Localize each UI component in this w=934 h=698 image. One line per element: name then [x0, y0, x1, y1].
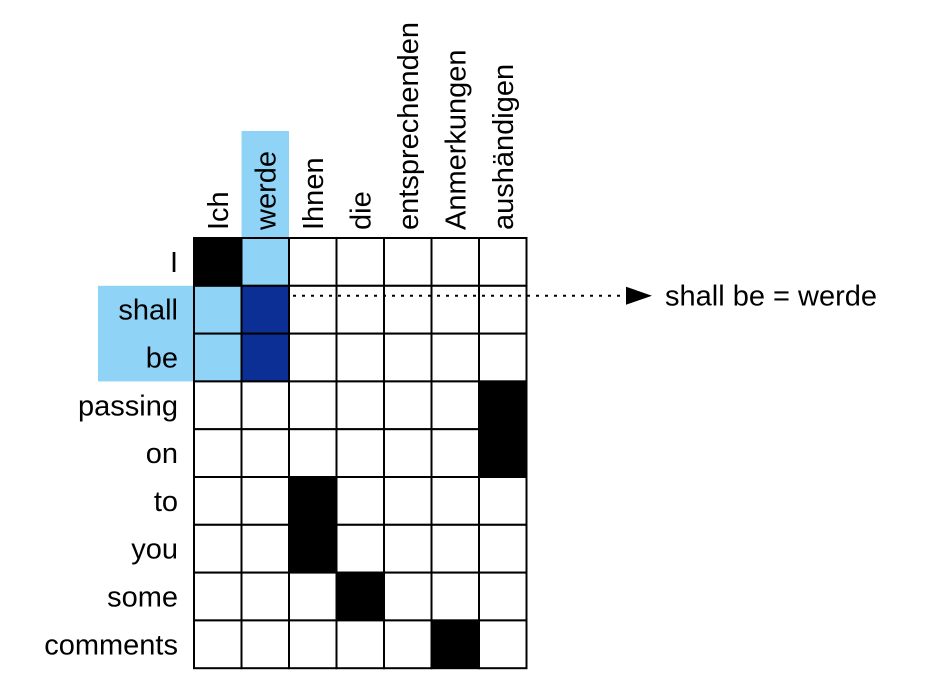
alignment-cell [193, 476, 243, 526]
alignment-cell [335, 619, 385, 670]
alignment-cell [335, 332, 385, 383]
alignment-cell [240, 476, 290, 526]
alignment-cell [478, 523, 528, 574]
alignment-cell [240, 428, 290, 479]
alignment-cell [240, 619, 290, 670]
alignment-cell [335, 476, 385, 526]
source-word-label: shall [118, 295, 178, 327]
alignment-cell [240, 523, 290, 574]
alignment-cell [383, 332, 433, 383]
alignment-cell [335, 237, 385, 287]
alignment-cell-filled [478, 428, 528, 479]
source-word-label: some [107, 582, 178, 614]
target-word-label: entsprechenden [393, 22, 425, 230]
alignment-cell [193, 619, 243, 670]
alignment-cell [430, 284, 480, 335]
alignment-cell [478, 476, 528, 526]
alignment-cell [383, 237, 433, 287]
source-word-label: on [146, 438, 178, 470]
alignment-cell [478, 571, 528, 622]
alignment-cell [335, 428, 385, 479]
alignment-cell [193, 428, 243, 479]
alignment-cell [288, 284, 338, 335]
target-word-label: Ihnen [298, 157, 330, 230]
alignment-cell-filled [193, 237, 243, 287]
source-word-label: to [154, 486, 178, 518]
alignment-cell [478, 237, 528, 287]
alignment-cell [193, 380, 243, 431]
target-word-label: die [345, 191, 377, 230]
alignment-cell [335, 284, 385, 335]
alignment-matrix [193, 237, 528, 670]
alignment-cell [288, 380, 338, 431]
alignment-cell [383, 619, 433, 670]
alignment-cell-filled [288, 523, 338, 574]
source-word-label: passing [78, 390, 178, 422]
alignment-cell-filled [240, 284, 290, 335]
alignment-cell [193, 523, 243, 574]
alignment-cell [430, 380, 480, 431]
alignment-cell [240, 380, 290, 431]
alignment-cell [383, 571, 433, 622]
target-word-labels: Ich werde Ihnen die entsprechenden Anmerkunge… [203, 22, 520, 231]
alignment-cell [288, 332, 338, 383]
alignment-cell-filled [478, 380, 528, 431]
alignment-cell [288, 428, 338, 479]
column-highlight [241, 131, 289, 238]
alignment-cell [335, 523, 385, 574]
alignment-cell [430, 476, 480, 526]
arrow-head-icon [626, 286, 652, 305]
alignment-cell [430, 332, 480, 383]
alignment-cell [430, 237, 480, 287]
target-word-label: aushändigen [488, 64, 520, 230]
target-word-label: werde [250, 151, 282, 231]
row-highlight [98, 285, 194, 382]
alignment-annotation: shall be = werde [293, 281, 877, 313]
source-word-label: I [170, 247, 178, 279]
alignment-cell [383, 284, 433, 335]
alignment-cell [288, 237, 338, 287]
alignment-cell-filled [193, 284, 243, 335]
highlight-layer [98, 131, 289, 382]
target-word-label: Anmerkungen [440, 49, 472, 230]
alignment-cell [335, 380, 385, 431]
alignment-cell [430, 571, 480, 622]
alignment-cell-filled [288, 476, 338, 526]
source-word-label: be [146, 343, 178, 375]
alignment-cell [430, 523, 480, 574]
alignment-cell-filled [193, 332, 243, 383]
alignment-cell [288, 571, 338, 622]
alignment-cell [383, 428, 433, 479]
alignment-cell [383, 380, 433, 431]
source-word-label: you [131, 534, 178, 566]
alignment-cell [240, 571, 290, 622]
alignment-cell [478, 284, 528, 335]
annotation-label: shall be = werde [665, 281, 877, 313]
alignment-cell [288, 619, 338, 670]
alignment-cell [193, 571, 243, 622]
alignment-cell [478, 619, 528, 670]
alignment-cell-filled [240, 332, 290, 383]
alignment-cell [383, 476, 433, 526]
alignment-cell [430, 428, 480, 479]
source-word-label: comments [44, 629, 178, 661]
target-word-label: Ich [203, 191, 235, 230]
alignment-cell [478, 332, 528, 383]
alignment-cell-filled [240, 237, 290, 287]
alignment-cell-filled [430, 619, 480, 670]
alignment-cell-filled [335, 571, 385, 622]
alignment-cell [383, 523, 433, 574]
